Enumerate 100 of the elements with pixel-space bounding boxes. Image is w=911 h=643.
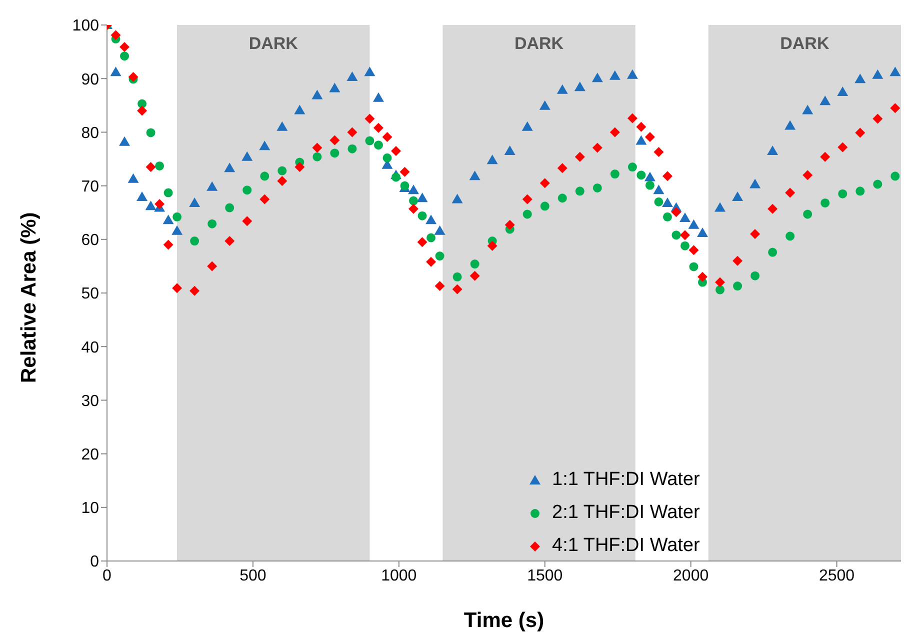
point: [872, 114, 883, 124]
x-tick-label: 1500: [527, 567, 563, 584]
point: [242, 186, 252, 195]
point: [784, 120, 796, 130]
y-tick-label: 30: [81, 392, 100, 410]
point: [698, 272, 708, 282]
point: [206, 181, 218, 191]
point: [145, 200, 156, 210]
y-tick-label: 70: [81, 178, 100, 196]
point: [390, 146, 401, 156]
point: [750, 229, 760, 240]
band-label: DARK: [514, 34, 564, 54]
point: [330, 148, 340, 158]
point: [128, 72, 138, 82]
point: [452, 194, 463, 204]
point: [146, 128, 156, 138]
band-label: DARK: [780, 34, 830, 54]
point: [208, 219, 217, 228]
point: [522, 210, 532, 219]
y-tick-label: 100: [72, 18, 100, 35]
point: [716, 285, 725, 294]
point: [654, 147, 664, 158]
point: [592, 183, 602, 192]
y-tick-label: 0: [90, 554, 100, 571]
point: [155, 161, 164, 170]
point: [575, 186, 584, 196]
point: [259, 140, 270, 150]
point: [224, 236, 235, 246]
point: [592, 142, 602, 153]
point: [767, 145, 778, 155]
point: [557, 163, 568, 174]
point: [426, 256, 436, 267]
y-tick-label: 90: [81, 71, 100, 88]
point: [645, 180, 654, 190]
point: [364, 114, 375, 124]
point: [172, 212, 182, 222]
point: [120, 42, 130, 52]
point: [374, 140, 383, 150]
point: [400, 166, 410, 177]
point: [435, 252, 444, 261]
point: [469, 170, 480, 180]
y-axis-title: Relative Area (%): [17, 212, 40, 383]
x-tick-label: 2500: [818, 567, 855, 584]
y-tick-label: 60: [81, 232, 100, 250]
y-tick-label: 10: [81, 500, 100, 518]
point: [172, 283, 182, 294]
point: [680, 241, 690, 250]
point: [697, 227, 708, 237]
point: [803, 210, 812, 219]
point: [838, 189, 848, 198]
point: [146, 162, 156, 172]
point: [294, 104, 306, 114]
point: [662, 171, 672, 182]
point: [434, 225, 446, 235]
point: [294, 162, 305, 172]
point: [224, 162, 236, 172]
x-axis-title: Time (s): [464, 609, 544, 632]
point: [820, 96, 831, 106]
point: [522, 194, 532, 204]
point: [504, 220, 515, 230]
point: [242, 216, 252, 226]
point: [688, 219, 700, 229]
point: [854, 74, 866, 84]
point: [592, 72, 603, 82]
y-tick-label: 50: [81, 286, 100, 303]
point: [610, 127, 620, 138]
point: [128, 173, 139, 183]
point: [452, 272, 462, 282]
point: [189, 197, 200, 207]
point: [802, 170, 813, 180]
point: [408, 204, 419, 214]
point: [654, 197, 664, 206]
point: [110, 30, 121, 40]
legend-label: 4:1 THF:DI Water: [552, 534, 700, 556]
point: [556, 84, 568, 94]
point: [373, 122, 384, 133]
point: [207, 261, 218, 272]
point: [636, 122, 646, 132]
x-tick-label: 500: [240, 567, 266, 584]
point: [627, 113, 638, 124]
point: [260, 194, 270, 204]
point: [662, 197, 673, 207]
point: [418, 211, 427, 220]
point: [154, 199, 165, 210]
point: [346, 71, 358, 81]
point: [574, 82, 586, 92]
point: [540, 202, 550, 211]
point: [277, 176, 288, 186]
point: [364, 66, 376, 76]
point: [522, 121, 533, 131]
point: [242, 151, 253, 161]
point: [732, 192, 744, 202]
point: [417, 237, 428, 248]
point: [855, 128, 866, 138]
legend-label: 2:1 THF:DI Water: [552, 502, 700, 524]
point: [190, 286, 200, 296]
point: [540, 178, 550, 188]
point: [416, 192, 428, 202]
point: [312, 142, 322, 153]
point: [426, 214, 437, 224]
